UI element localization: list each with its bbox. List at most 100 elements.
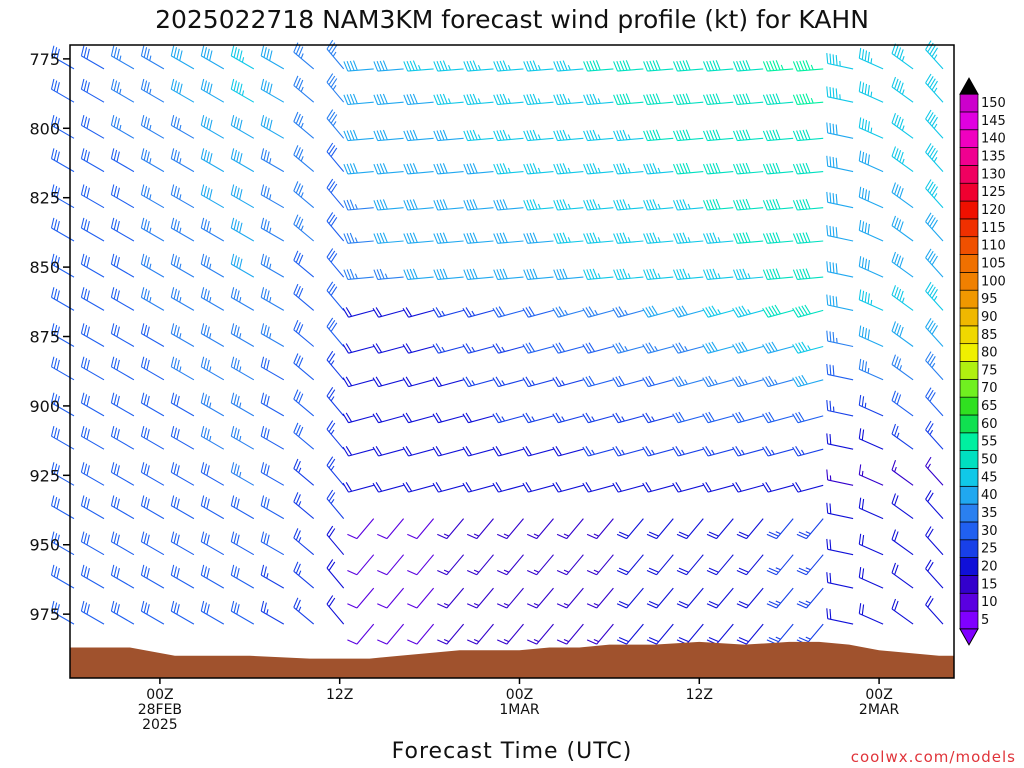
wind-barb <box>140 564 165 589</box>
wind-barb <box>260 392 285 417</box>
wind-barb <box>826 572 854 589</box>
wind-barb <box>826 538 854 556</box>
wind-barb <box>230 356 255 381</box>
wind-barb <box>613 93 644 106</box>
wind-barb <box>612 306 644 318</box>
wind-barb <box>762 482 794 493</box>
wind-barb <box>858 256 884 278</box>
wind-barb <box>522 342 554 354</box>
wind-barb <box>556 518 584 540</box>
wind-barb <box>432 482 464 493</box>
wind-barb <box>110 217 135 242</box>
wind-barb <box>796 623 824 645</box>
wind-barb <box>140 114 165 139</box>
wind-barb <box>402 446 434 457</box>
terrain-fill <box>70 641 954 678</box>
wind-barb <box>326 489 345 519</box>
wind-barb <box>373 60 404 72</box>
y-tick-label: 850 <box>29 258 60 277</box>
wind-barb <box>230 148 255 173</box>
colorbar-swatch <box>959 503 979 523</box>
wind-barb <box>343 93 374 106</box>
wind-barb <box>732 232 764 244</box>
wind-barb <box>702 162 734 175</box>
wind-barb <box>582 375 614 388</box>
wind-barb <box>200 45 225 70</box>
wind-barb <box>583 129 614 142</box>
wind-barb <box>403 199 434 211</box>
wind-barb <box>891 285 914 311</box>
wind-barb <box>526 623 554 645</box>
wind-barb <box>613 232 644 244</box>
wind-barb <box>891 251 914 278</box>
wind-barb <box>432 446 464 457</box>
wind-barb <box>616 554 644 576</box>
wind-barb <box>377 587 405 609</box>
wind-barb <box>792 411 824 424</box>
wind-barb <box>732 198 764 211</box>
wind-barb <box>50 184 75 209</box>
wind-barb <box>462 482 494 493</box>
wind-barb <box>586 587 614 609</box>
wind-barb <box>50 45 75 70</box>
wind-barb <box>732 305 764 318</box>
wind-barb <box>403 129 434 142</box>
wind-barb <box>140 600 165 625</box>
wind-barb <box>702 341 734 354</box>
wind-barb <box>492 306 524 318</box>
wind-barb <box>643 163 674 175</box>
chart-title: 2025022718 NAM3KM forecast wind profile … <box>155 5 869 34</box>
wind-barb <box>230 462 255 486</box>
wind-barb <box>891 529 914 556</box>
colorbar-label: 110 <box>981 239 1006 254</box>
wind-barb <box>200 78 225 103</box>
wind-barb <box>170 392 195 417</box>
wind-barb <box>523 163 554 175</box>
wind-barb <box>643 199 674 211</box>
colorbar-label: 65 <box>981 399 998 414</box>
wind-barb <box>293 250 315 278</box>
wind-barb <box>732 129 764 142</box>
wind-barb <box>858 47 884 70</box>
wind-barb <box>766 587 794 609</box>
wind-barb <box>736 587 764 609</box>
colorbar-label: 45 <box>981 470 998 485</box>
colorbar-swatch <box>959 147 979 166</box>
wind-barb <box>583 163 614 175</box>
wind-barb <box>891 113 914 139</box>
wind-barb <box>646 587 674 609</box>
wind-barb <box>463 268 494 280</box>
wind-barb <box>140 45 165 70</box>
wind-barb <box>293 214 315 242</box>
wind-barb <box>170 462 195 486</box>
wind-barb <box>372 376 404 388</box>
wind-barb <box>80 45 105 70</box>
wind-barb <box>858 150 884 173</box>
wind-barb <box>493 60 524 72</box>
wind-barb <box>140 287 165 311</box>
wind-barb <box>792 446 824 457</box>
wind-barb <box>925 248 944 278</box>
wind-barb <box>230 217 255 242</box>
colorbar-label: 115 <box>981 221 1006 236</box>
wind-barb <box>372 307 404 318</box>
wind-barb <box>343 129 374 142</box>
wind-barb <box>792 129 824 142</box>
wind-barb <box>616 518 644 540</box>
colorbar-label: 30 <box>981 524 998 539</box>
wind-barb <box>50 600 75 625</box>
wind-barb <box>326 595 345 625</box>
wind-barb <box>140 78 165 103</box>
wind-barb <box>613 268 644 280</box>
wind-barb <box>326 109 345 139</box>
colorbar-label: 35 <box>981 506 998 521</box>
colorbar-label: 100 <box>981 274 1006 289</box>
wind-barb <box>706 587 734 609</box>
wind-barb <box>402 412 434 424</box>
wind-barb <box>826 330 854 348</box>
wind-barb <box>170 531 195 556</box>
wind-barb <box>140 462 165 486</box>
wind-barb <box>702 129 734 142</box>
wind-barb <box>646 554 674 576</box>
wind-barb <box>80 425 105 450</box>
